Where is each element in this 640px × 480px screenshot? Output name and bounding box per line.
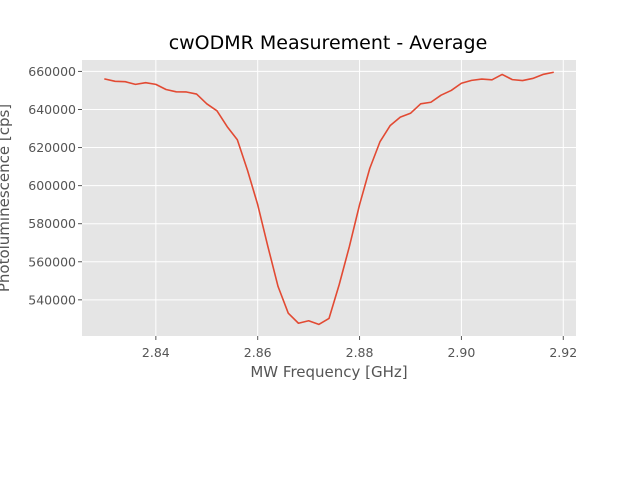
y-tick-label: 620000 xyxy=(28,140,76,155)
chart-title: cwODMR Measurement - Average xyxy=(169,32,488,54)
y-tick-label: 560000 xyxy=(28,254,76,269)
y-axis-label: Photoluminescence [cps] xyxy=(0,104,13,292)
x-tick-label: 2.92 xyxy=(549,345,577,360)
x-tick-label: 2.84 xyxy=(142,345,170,360)
y-tick-label: 580000 xyxy=(28,216,76,231)
y-tick-label: 600000 xyxy=(28,178,76,193)
series-layer xyxy=(104,71,554,326)
x-tick-label: 2.86 xyxy=(244,345,272,360)
x-tick-label: 2.88 xyxy=(346,345,374,360)
series-line xyxy=(104,71,554,326)
x-tick-label: 2.90 xyxy=(447,345,475,360)
x-axis-label: MW Frequency [GHz] xyxy=(250,363,407,381)
grid-lines xyxy=(82,60,576,336)
plot-area xyxy=(82,60,576,336)
y-tick-label: 640000 xyxy=(28,102,76,117)
tick-layer: 2.84 2.86 2.88 2.90 2.92 540000 560000 580000 60… xyxy=(28,64,577,360)
y-tick-label: 660000 xyxy=(28,64,76,79)
y-tick-label: 540000 xyxy=(28,292,76,307)
